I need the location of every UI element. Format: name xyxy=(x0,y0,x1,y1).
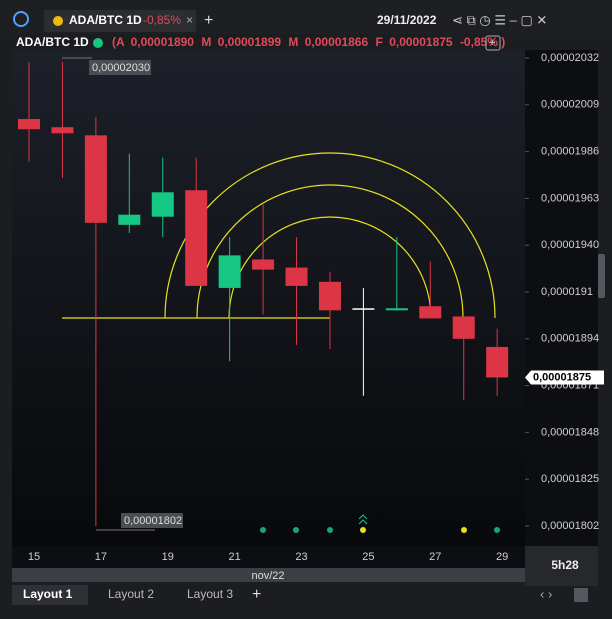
candle-body xyxy=(452,316,475,339)
tab[interactable] xyxy=(44,10,196,32)
y-tick-label: 0,00001894 xyxy=(541,333,599,345)
y-tick-label: 0,00002009 xyxy=(541,99,599,111)
candle-body xyxy=(218,255,241,288)
layout-menu[interactable] xyxy=(574,588,588,602)
y-tick-label: 0,00001963 xyxy=(541,192,599,204)
tab-symbol: ADA/BTC 1D xyxy=(69,13,142,27)
x-tick-label: 29 xyxy=(496,551,508,563)
max-box xyxy=(89,60,151,75)
candle-body xyxy=(419,306,442,319)
status-dot xyxy=(93,38,103,48)
high-key: M xyxy=(201,35,211,49)
add-plus: + xyxy=(489,37,495,49)
y-tick-label: 0,00001848 xyxy=(541,426,599,438)
y-tick-label: 0,0000191 xyxy=(541,286,593,298)
clock-icon[interactable] xyxy=(13,11,29,27)
add-indicator[interactable] xyxy=(485,35,501,51)
candle-body xyxy=(185,190,208,286)
max-label: 0,00002030 xyxy=(92,62,150,74)
close-key: F xyxy=(376,35,383,49)
min-box xyxy=(121,513,183,528)
y-tick-label: 0,00002032 xyxy=(541,52,599,64)
month-bar xyxy=(12,568,525,582)
y-tick-label: 0,00001825 xyxy=(541,473,599,485)
arc xyxy=(164,152,496,319)
x-tick-label: 23 xyxy=(295,551,307,563)
candle-body xyxy=(385,308,408,311)
x-tick-label: 21 xyxy=(229,551,241,563)
arc xyxy=(196,184,464,319)
legend-symbol: ADA/BTC 1D xyxy=(16,35,89,49)
exchange-icon xyxy=(53,16,63,26)
arrows xyxy=(358,514,368,525)
layout-nav[interactable]: ‹ › xyxy=(540,586,552,601)
month-label: nov/22 xyxy=(251,570,284,582)
candle-body xyxy=(352,308,375,310)
toolbar-icons[interactable]: ⋖ ⧉ ◷ ☰ ‒ ▢ ✕ xyxy=(452,12,547,27)
dot xyxy=(260,527,266,533)
time-left: 5h28 xyxy=(551,558,579,572)
candle-body xyxy=(118,214,141,225)
layout-tab-active[interactable] xyxy=(12,585,88,605)
candle-body xyxy=(51,127,74,134)
low-key: M xyxy=(288,35,298,49)
x-tick-label: 15 xyxy=(28,551,40,563)
dot xyxy=(293,527,299,533)
indicator-dots xyxy=(260,514,500,533)
layout-tab[interactable]: Layout 3 xyxy=(187,587,233,601)
time-axis xyxy=(12,546,525,568)
dot xyxy=(461,527,467,533)
y-tick-label: 0,00001940 xyxy=(541,239,599,251)
date: 29/11/2022 xyxy=(377,13,437,27)
candle-body xyxy=(318,281,341,311)
legend-values: (A 0,00001890 M 0,00001899 M 0,00001866 … xyxy=(112,35,505,49)
y-tick-label: 0,00001802 xyxy=(541,520,599,532)
x-tick-label: 19 xyxy=(162,551,174,563)
layout-tab[interactable]: Layout 1 xyxy=(23,587,73,601)
low: 0,00001866 xyxy=(305,35,369,49)
candle-body xyxy=(285,267,308,286)
x-tick-label: 25 xyxy=(362,551,374,563)
open-key: (A xyxy=(112,35,125,49)
open: 0,00001890 xyxy=(131,35,195,49)
dot xyxy=(327,527,333,533)
timer-box xyxy=(525,546,598,586)
price-tag xyxy=(525,370,604,385)
candle-body xyxy=(252,259,275,270)
x-tick-label: 17 xyxy=(95,551,107,563)
candle-body xyxy=(84,135,107,223)
min-label: 0,00001802 xyxy=(124,515,182,527)
new-tab[interactable]: + xyxy=(204,12,213,29)
close: 0,00001875 xyxy=(389,35,453,49)
candle-body xyxy=(486,346,509,378)
add-layout[interactable]: + xyxy=(252,586,261,603)
dot xyxy=(360,527,366,533)
change: -0,85% ) xyxy=(460,35,505,49)
tab-change: -0,85% xyxy=(143,13,181,27)
x-tick-label: 27 xyxy=(429,551,441,563)
plot-area xyxy=(12,50,525,568)
dot xyxy=(494,527,500,533)
price-tag-label: 0,00001875 xyxy=(533,371,591,383)
y-tick-label: 0,00001986 xyxy=(541,146,599,158)
tab-close[interactable]: × xyxy=(186,13,193,27)
candle-body xyxy=(151,192,174,217)
candle-body xyxy=(18,119,40,130)
high: 0,00001899 xyxy=(218,35,282,49)
scroll-handle[interactable] xyxy=(598,254,605,298)
price-axis xyxy=(525,50,598,546)
layout-tab[interactable]: Layout 2 xyxy=(108,587,154,601)
